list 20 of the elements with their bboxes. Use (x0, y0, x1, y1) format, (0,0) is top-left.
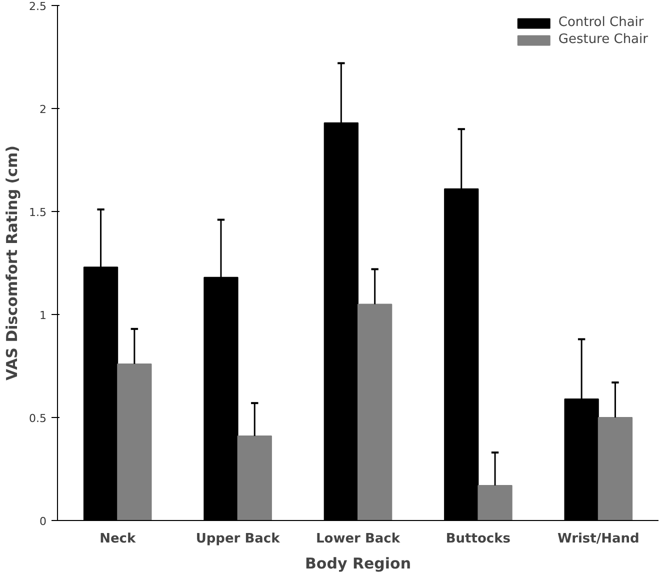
y-tick-label: 2.5 (29, 0, 47, 13)
y-tick-label: 0 (40, 515, 46, 528)
y-tick-label: 2 (40, 103, 46, 116)
x-tick-label: Buttocks (446, 532, 511, 546)
x-tick-label: Lower Back (316, 532, 400, 546)
y-tick-label: 1 (40, 309, 46, 322)
bar (117, 363, 152, 520)
x-tick-label: Upper Back (196, 532, 280, 546)
bar (598, 417, 633, 520)
y-tick-label: 0.5 (29, 412, 47, 425)
legend-label: Gesture Chair (558, 32, 648, 47)
x-axis-title: Body Region (304, 554, 412, 572)
y-axis-title: VAS Discomfort Rating (cm) (3, 145, 22, 381)
y-tick-label: 1.5 (29, 206, 47, 219)
legend-label: Control Chair (558, 15, 644, 30)
bar (358, 304, 392, 520)
bar (478, 484, 512, 520)
bar (237, 436, 272, 520)
x-tick-label: Neck (100, 532, 136, 546)
x-tick-label: Wrist/Hand (557, 532, 640, 546)
